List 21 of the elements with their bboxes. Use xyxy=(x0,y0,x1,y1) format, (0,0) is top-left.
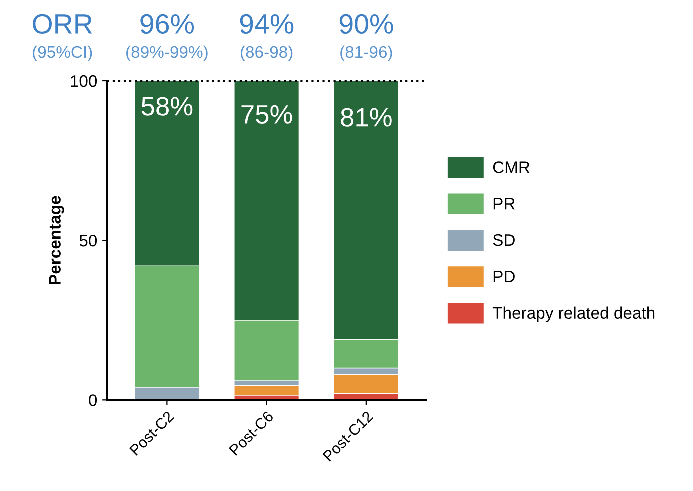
data-label: 81% xyxy=(341,108,392,127)
y-axis-title: Percentage xyxy=(49,196,64,284)
text: (86-98) xyxy=(240,46,293,62)
text: (95%CI) xyxy=(33,46,92,62)
y-tick-label: 0 xyxy=(89,394,98,406)
text: 94% xyxy=(240,14,294,34)
text: 90% xyxy=(340,14,394,34)
text: (89%-99%) xyxy=(126,46,208,62)
legend-label: SD xyxy=(493,234,515,246)
legend-label: PD xyxy=(494,271,515,282)
y-tick-label: 100 xyxy=(71,75,98,88)
text: ORR xyxy=(33,14,92,34)
text: 96% xyxy=(140,14,194,34)
legend-label: PR xyxy=(494,198,515,210)
text: (81-96) xyxy=(340,46,392,62)
data-label: 75% xyxy=(242,105,292,124)
data-label: 58% xyxy=(142,97,193,116)
legend-label: Therapy related death xyxy=(492,306,655,322)
y-tick-label: 50 xyxy=(80,234,98,247)
bar xyxy=(234,385,300,396)
legend-label: CMR xyxy=(493,162,530,174)
